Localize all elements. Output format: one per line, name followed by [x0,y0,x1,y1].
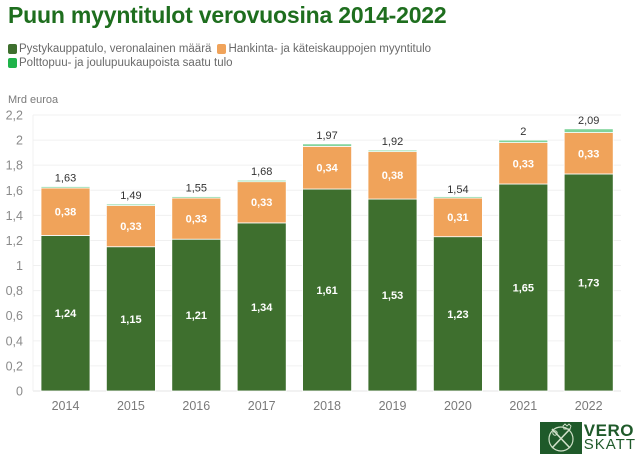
total-label: 1,63 [55,173,76,185]
y-tick-label: 1,4 [6,209,23,223]
segment-label-pystykauppatulo: 1,23 [447,309,468,321]
segment-label-pystykauppatulo: 1,65 [513,283,534,295]
logo-vero-text: VERO [583,421,634,440]
bar-segment-pystykauppatulo [40,235,91,392]
legend-swatch-orange [217,44,227,54]
bar-segment-polttopuu [432,196,483,199]
legend-item-polttopuu: Polttopuu- ja joulupuukaupoista saatu tu… [8,56,233,70]
bar-segment-pystykauppatulo [236,222,287,392]
y-tick-label: 2,2 [6,109,23,123]
y-axis-ticks: 0 0,2 0,4 0,6 0,8 1 1,2 1,4 1,6 1,8 2 2,2 [6,109,23,399]
y-tick-label: 0,4 [6,334,23,348]
bar-segment-polttopuu [106,203,156,206]
legend: Pystykauppatulo, veronalainen määrä Hank… [8,42,437,70]
x-axis-ticks: 2014 2015 2016 2017 2018 2019 2020 2021 2022 [52,399,603,413]
y-tick-label: 1,8 [6,159,23,173]
segment-label-pystykauppatulo: 1,15 [120,314,141,326]
legend-label: Hankinta- ja käteiskauppojen myyntitulo [228,43,432,55]
legend-swatch-light-green [8,58,17,68]
total-label: 1,92 [382,136,403,148]
y-tick-label: 0,6 [6,309,23,323]
chart-title: Puun myyntitulot verovuosina 2014-2022 [8,2,447,28]
legend-item-hankinta: Hankinta- ja käteiskauppojen myyntitulo [217,42,431,56]
segment-label-hankinta: 0,38 [55,207,76,219]
bar-segment-hankinta [302,145,353,190]
bar-segment-pystykauppatulo [498,183,549,392]
total-label: 1,68 [251,166,272,178]
x-tick-label: 2016 [182,399,210,413]
segment-label-pystykauppatulo: 1,21 [186,310,207,322]
segment-label-pystykauppatulo: 1,34 [251,302,273,314]
bar-segment-hankinta [563,132,614,175]
x-tick-label: 2014 [52,399,80,413]
segment-label-hankinta: 0,33 [578,148,599,160]
x-tick-label: 2017 [248,399,276,413]
x-tick-label: 2015 [117,399,145,413]
total-label: 2 [520,126,526,138]
segment-label-hankinta: 0,33 [186,214,207,226]
legend-swatch-dark-green [8,44,17,54]
logo-emblem-icon [540,422,582,454]
segment-label-hankinta: 0,33 [513,158,534,170]
bar-segment-polttopuu [367,149,418,153]
x-tick-label: 2021 [509,399,537,413]
bar-segment-hankinta [432,197,483,238]
segment-label-hankinta: 0,34 [316,163,338,175]
bar-segment-pystykauppatulo [106,246,156,392]
total-label: 1,49 [120,190,141,202]
bar-segment-pystykauppatulo [432,236,483,392]
y-tick-label: 2 [16,134,23,148]
y-tick-label: 0 [16,385,23,399]
bar-segment-pystykauppatulo [367,198,418,392]
segment-label-pystykauppatulo: 1,24 [55,308,77,320]
bar-segment-polttopuu [563,128,614,133]
total-label: 1,55 [186,183,207,195]
y-axis-title: Mrd euroa [8,94,59,106]
segment-label-hankinta: 0,38 [382,170,403,182]
vero-skatt-logo: VERO SKATT [540,422,636,454]
logo-skatt-text: SKATT [583,436,636,453]
segment-label-pystykauppatulo: 1,73 [578,277,599,289]
bar-segment-hankinta [106,204,156,248]
y-tick-label: 1 [16,259,23,273]
y-tick-label: 1,6 [6,184,23,198]
legend-label: Pystykauppatulo, veronalainen määrä [19,43,212,55]
segment-label-pystykauppatulo: 1,61 [316,285,337,297]
bar-segment-hankinta [367,150,418,200]
bar-segment-polttopuu [171,196,222,199]
bar-segment-polttopuu [302,143,353,147]
bars [40,128,614,392]
total-label: 1,54 [447,184,468,196]
y-tick-label: 0,8 [6,284,23,298]
segment-label-hankinta: 0,33 [251,197,272,209]
segment-label-hankinta: 0,31 [447,212,468,224]
bar-segment-hankinta [236,181,287,224]
total-label: 2,09 [578,115,599,127]
bar-segment-pystykauppatulo [563,173,614,392]
total-label: 1,97 [316,130,337,142]
bar-segment-polttopuu [498,139,549,144]
bar-segment-hankinta [498,142,549,185]
x-tick-label: 2020 [444,399,472,413]
bar-segment-pystykauppatulo [302,188,353,392]
y-tick-label: 1,2 [6,234,23,248]
bar-segment-hankinta [40,187,91,236]
bar-segment-polttopuu [236,179,287,183]
x-tick-label: 2018 [313,399,341,413]
legend-item-pystykauppatulo: Pystykauppatulo, veronalainen määrä [8,42,211,56]
bar-segment-polttopuu [40,186,91,189]
segment-label-hankinta: 0,33 [120,221,141,233]
x-tick-label: 2019 [379,399,407,413]
data-labels: 1,24 0,38 1,63 1,15 0,33 1,49 1,21 0,33 1,55 1,34… [55,115,600,326]
x-tick-label: 2022 [575,399,603,413]
y-tick-label: 0,2 [6,359,23,373]
bar-segment-pystykauppatulo [171,238,222,392]
bar-segment-hankinta [171,197,222,240]
segment-label-pystykauppatulo: 1,53 [382,290,403,302]
legend-label: Polttopuu- ja joulupuukaupoista saatu tu… [19,57,233,69]
